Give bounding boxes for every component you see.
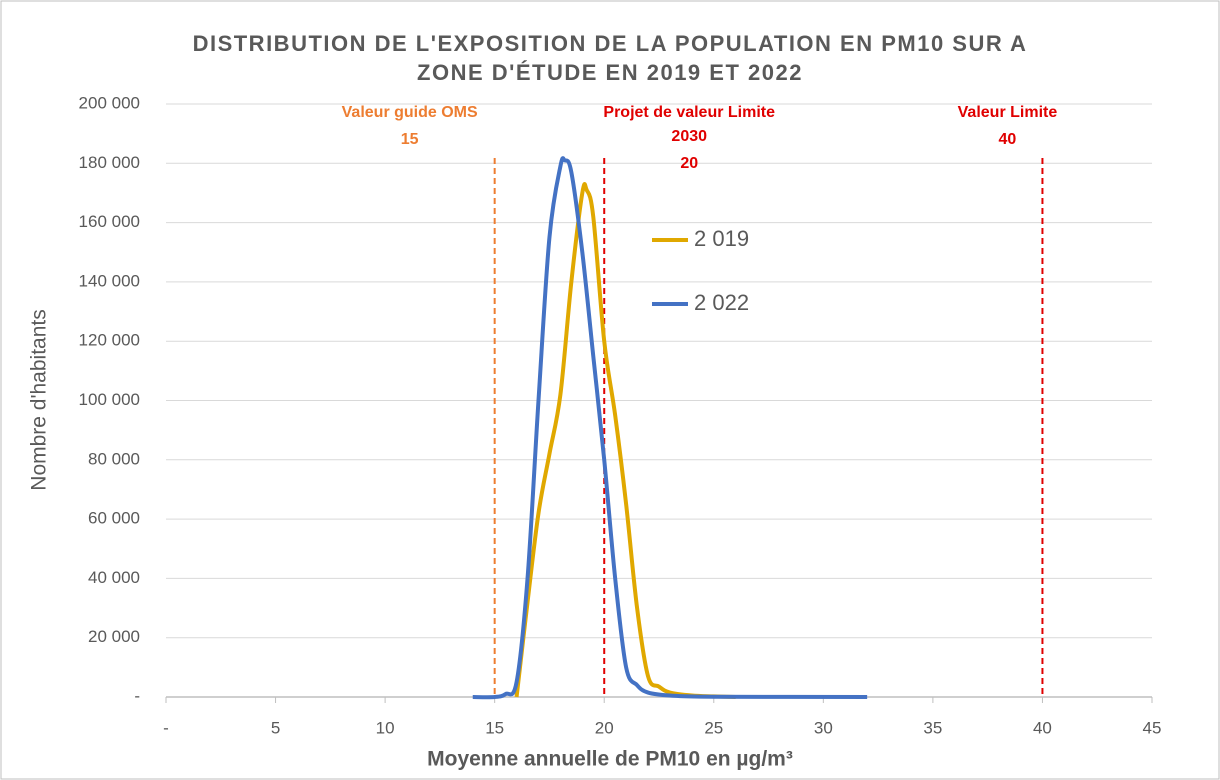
y-tick-label: 60 000	[88, 509, 140, 528]
reference-label: 2030	[671, 128, 707, 145]
x-axis-label: Moyenne annuelle de PM10 en µg/m³	[427, 748, 793, 771]
legend-label: 2 019	[694, 226, 749, 251]
y-tick-label: -	[134, 686, 140, 705]
y-tick-label: 160 000	[79, 212, 140, 231]
series-line	[472, 156, 868, 700]
series-line	[514, 182, 736, 699]
x-tick-label: 40	[1033, 718, 1052, 737]
reference-label: Valeur Limite	[958, 104, 1058, 121]
y-tick-label: 200 000	[79, 93, 140, 112]
y-axis-label: Nombre d'habitants	[28, 309, 51, 490]
x-tick-label: 35	[923, 718, 942, 737]
y-tick-label: 100 000	[79, 390, 140, 409]
y-tick-label: 20 000	[88, 627, 140, 646]
y-tick-label: 40 000	[88, 568, 140, 587]
reference-label: Projet de valeur Limite	[603, 104, 775, 121]
reference-value: 20	[680, 155, 698, 172]
reference-value: 40	[999, 131, 1017, 148]
y-tick-label: 120 000	[79, 331, 140, 350]
y-tick-label: 140 000	[79, 271, 140, 290]
y-tick-label: 80 000	[88, 449, 140, 468]
x-tick-label: 25	[704, 718, 723, 737]
legend-label: 2 022	[694, 290, 749, 315]
chart-title: DISTRIBUTION DE L'EXPOSITION DE LA POPUL…	[193, 31, 1028, 56]
x-tick-label: 15	[485, 718, 504, 737]
reference-label: Valeur guide OMS	[342, 104, 478, 121]
x-tick-label: 45	[1143, 718, 1162, 737]
chart-title: ZONE D'ÉTUDE EN 2019 ET 2022	[417, 60, 803, 85]
x-tick-label: 10	[376, 718, 395, 737]
x-tick-label: 30	[814, 718, 833, 737]
x-tick-label: 5	[271, 718, 280, 737]
y-tick-label: 180 000	[79, 153, 140, 172]
reference-value: 15	[401, 131, 419, 148]
x-tick-label: -	[163, 718, 169, 737]
x-tick-label: 20	[595, 718, 614, 737]
